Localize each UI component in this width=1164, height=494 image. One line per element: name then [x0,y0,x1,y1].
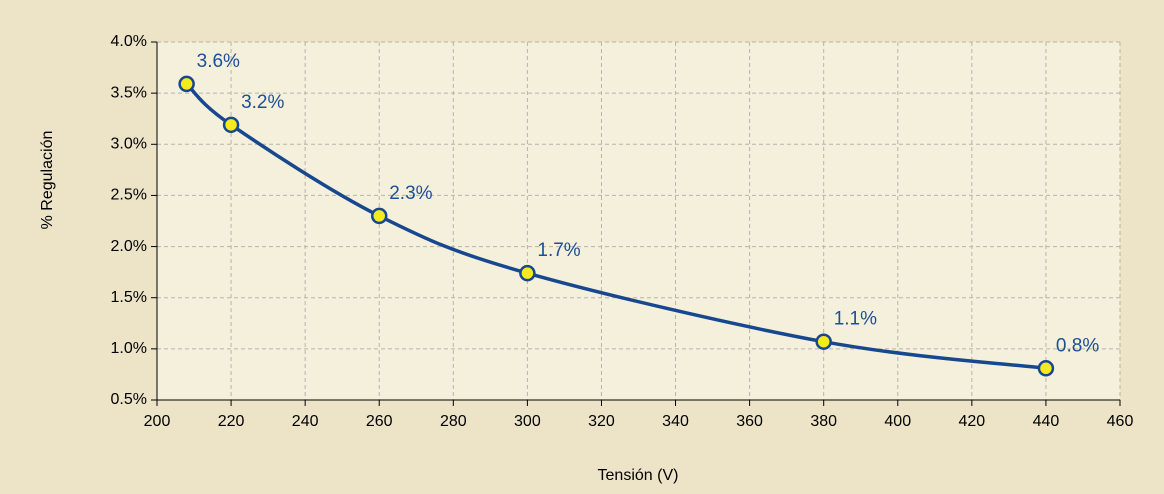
value-label: 3.2% [241,92,284,113]
line [185,82,1047,371]
y-tick-label: 2.5% [111,187,147,204]
x-tick-label: 260 [366,413,393,430]
marker [370,207,388,225]
y-tick-label: 1.0% [111,340,147,357]
x-tick-label: 200 [144,413,171,430]
x-tick-label: 420 [958,413,985,430]
x-tick-label: 220 [218,413,245,430]
y-tick-label: 3.5% [111,84,147,101]
x-tick-label: 340 [662,413,689,430]
y-tick-label: 4.0% [111,33,147,50]
x-tick-label: 400 [884,413,911,430]
x-tick-label: 460 [1107,413,1134,430]
y-tick-label: 0.5% [111,391,147,408]
x-tick-label: 240 [292,413,319,430]
marker [815,333,832,350]
y-tick-label: 3.0% [111,136,147,153]
marker [222,116,240,134]
value-label: 3.6% [197,51,240,72]
x-tick-label: 300 [514,413,541,430]
marker [178,75,195,93]
plot-area [157,42,1120,400]
value-label: 2.3% [389,183,432,204]
x-tick-label: 440 [1033,413,1060,430]
x-tick-label: 360 [736,413,763,430]
y-tick-label: 2.0% [111,238,147,255]
x-axis-label: Tensión (V) [598,467,679,484]
y-axis-label: % Regulación [39,131,56,230]
y-tick-label: 1.5% [111,289,147,306]
value-label: 1.1% [834,309,877,330]
x-tick-label: 280 [440,413,467,430]
value-label: 0.8% [1056,335,1099,356]
x-tick-label: 380 [810,413,837,430]
x-tick-label: 320 [588,413,615,430]
value-label: 1.7% [537,240,580,261]
marker [519,264,536,282]
marker [1037,360,1055,377]
